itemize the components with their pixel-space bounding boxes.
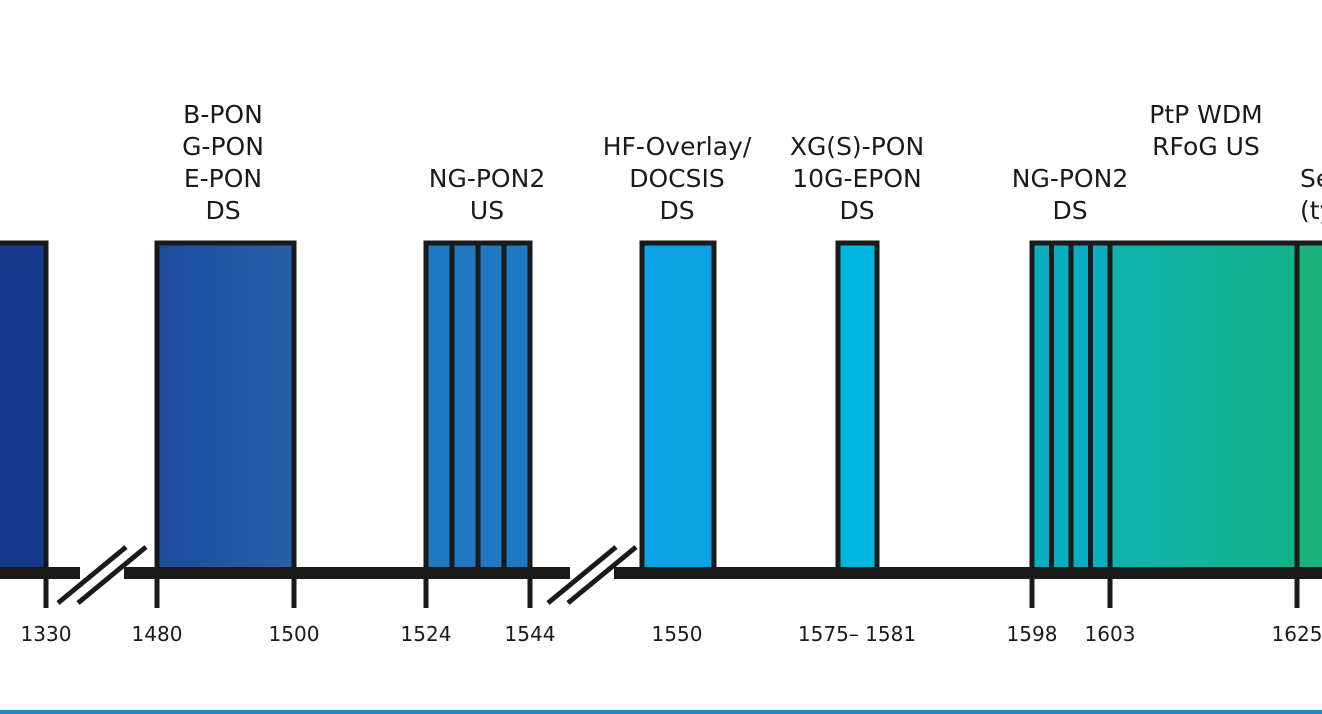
band-1625-plus	[1294, 240, 1322, 576]
band-1575-1581-label: XG(S)-PON	[790, 132, 924, 161]
tick-1330-label: 1330	[21, 622, 72, 646]
band-1480-1500-label: DS	[205, 196, 240, 225]
band-1575-1581-label: 10G-EPON	[792, 164, 921, 193]
labels-layer: B-PON G-PON E-PON DS NG-PON2 US HF-Overlay/DOC…	[21, 100, 1322, 646]
band-1480-1500-label: B-PON	[183, 100, 263, 129]
tick-1625-label: 1625	[1272, 622, 1322, 646]
band-1524-1544-label: US	[470, 196, 504, 225]
band-1603-1625	[1107, 240, 1300, 576]
band-1260-1360	[0, 240, 49, 576]
band-1480-1500	[154, 240, 297, 576]
wavelength-axis	[0, 567, 1322, 579]
axis-break-2	[546, 545, 638, 605]
tick-1550-label: 1550	[652, 622, 703, 646]
tick-1575-1581-label: 1575– 1581	[798, 622, 916, 646]
band-1575-1581-label: DS	[839, 196, 874, 225]
band-1625-plus-label: Se	[1300, 164, 1322, 193]
band-1550-label: DOCSIS	[629, 164, 725, 193]
band-1603-1625-label: PtP WDM	[1149, 100, 1262, 129]
tick-1524-label: 1524	[401, 622, 452, 646]
tick-1544-label: 1544	[505, 622, 556, 646]
footer-rule	[0, 710, 1322, 714]
band-1598-1603-label: DS	[1052, 196, 1087, 225]
tick-1480-label: 1480	[132, 622, 183, 646]
tick-1598-label: 1598	[1007, 622, 1058, 646]
axis-break-1	[56, 545, 148, 605]
band-1550-label: HF-Overlay/	[603, 132, 752, 161]
band-1480-1500-label: G-PON	[182, 132, 264, 161]
band-1550-label: DS	[659, 196, 694, 225]
band-1575-1581	[835, 240, 880, 576]
band-1524-1544-label: NG-PON2	[429, 164, 545, 193]
band-1480-1500-label: E-PON	[184, 164, 262, 193]
band-1603-1625-label: RFoG US	[1152, 132, 1260, 161]
band-1550	[639, 240, 717, 576]
tick-1500-label: 1500	[269, 622, 320, 646]
bands-layer	[0, 240, 1322, 576]
axis-layer	[0, 545, 1322, 608]
tick-1603-label: 1603	[1085, 622, 1136, 646]
band-1625-plus-label: (ty	[1300, 196, 1322, 225]
band-1598-1603-label: NG-PON2	[1012, 164, 1128, 193]
